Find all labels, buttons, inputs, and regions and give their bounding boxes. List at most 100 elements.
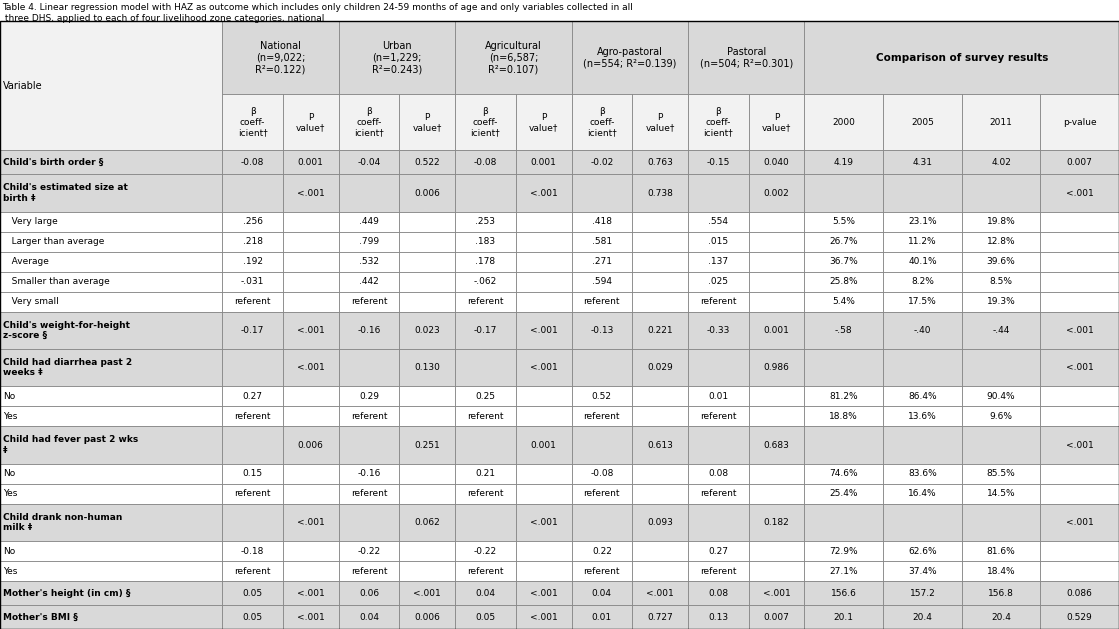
Bar — [516, 484, 572, 504]
Bar — [455, 174, 516, 212]
Text: .015: .015 — [708, 237, 728, 246]
Text: -0.33: -0.33 — [706, 326, 730, 335]
Text: 85.5%: 85.5% — [987, 469, 1015, 478]
Bar — [805, 94, 883, 150]
Bar — [961, 504, 1041, 541]
Bar — [805, 272, 883, 292]
Text: referent: referent — [700, 489, 736, 498]
Bar — [399, 94, 455, 150]
Bar — [399, 252, 455, 272]
Text: 74.6%: 74.6% — [829, 469, 858, 478]
Bar — [283, 252, 339, 272]
Text: <.001: <.001 — [297, 589, 325, 598]
Bar — [283, 311, 339, 349]
Bar — [283, 605, 339, 629]
Bar — [1041, 581, 1119, 605]
Bar — [283, 484, 339, 504]
Bar — [455, 311, 516, 349]
Bar — [516, 150, 572, 174]
Bar — [455, 21, 572, 94]
Bar — [572, 292, 632, 311]
Bar — [399, 605, 455, 629]
Bar — [961, 94, 1041, 150]
Bar — [0, 272, 223, 292]
Text: <.001: <.001 — [297, 613, 325, 621]
Bar — [632, 252, 688, 272]
Bar — [339, 174, 399, 212]
Bar — [632, 541, 688, 561]
Bar — [572, 212, 632, 231]
Bar — [0, 464, 223, 484]
Bar — [455, 231, 516, 252]
Text: β
coeff-
icient†: β coeff- icient† — [354, 108, 384, 137]
Bar — [749, 581, 805, 605]
Text: 19.3%: 19.3% — [987, 297, 1015, 306]
Text: 0.001: 0.001 — [763, 326, 789, 335]
Bar — [961, 581, 1041, 605]
Bar — [883, 349, 961, 386]
Bar — [0, 212, 223, 231]
Text: Yes: Yes — [3, 412, 18, 421]
Bar — [805, 561, 883, 581]
Bar — [283, 605, 339, 629]
Bar — [805, 581, 883, 605]
Bar — [805, 252, 883, 272]
Bar — [0, 484, 223, 504]
Bar — [516, 504, 572, 541]
Bar — [283, 174, 339, 212]
Bar — [749, 504, 805, 541]
Text: 13.6%: 13.6% — [908, 412, 937, 421]
Bar — [632, 581, 688, 605]
Text: 18.8%: 18.8% — [829, 412, 858, 421]
Bar — [339, 94, 399, 150]
Bar — [0, 541, 223, 561]
Text: Child's estimated size at
birth ‡: Child's estimated size at birth ‡ — [3, 183, 128, 203]
Bar — [283, 292, 339, 311]
Text: 0.04: 0.04 — [476, 589, 496, 598]
Bar — [688, 212, 749, 231]
Bar — [688, 174, 749, 212]
Text: -0.18: -0.18 — [241, 547, 264, 555]
Text: Agricultural
(n=6,587;
R²=0.107): Agricultural (n=6,587; R²=0.107) — [485, 41, 542, 74]
Text: 0.27: 0.27 — [243, 392, 263, 401]
Bar — [883, 561, 961, 581]
Text: Child had diarrhea past 2
weeks ‡: Child had diarrhea past 2 weeks ‡ — [3, 358, 132, 377]
Bar — [1041, 311, 1119, 349]
Bar — [399, 94, 455, 150]
Bar — [455, 581, 516, 605]
Bar — [455, 94, 516, 150]
Bar — [572, 464, 632, 484]
Bar — [399, 231, 455, 252]
Bar — [961, 605, 1041, 629]
Bar — [883, 292, 961, 311]
Bar — [632, 212, 688, 231]
Bar — [572, 581, 632, 605]
Bar — [1041, 212, 1119, 231]
Bar — [961, 272, 1041, 292]
Bar — [1041, 561, 1119, 581]
Bar — [283, 541, 339, 561]
Text: 0.529: 0.529 — [1066, 613, 1092, 621]
Bar — [961, 426, 1041, 464]
Bar — [0, 292, 223, 311]
Text: No: No — [3, 469, 16, 478]
Text: 20.4: 20.4 — [912, 613, 932, 621]
Text: 86.4%: 86.4% — [909, 392, 937, 401]
Bar — [805, 21, 1119, 94]
Text: 40.1%: 40.1% — [909, 257, 937, 266]
Text: 9.6%: 9.6% — [989, 412, 1013, 421]
Text: 0.001: 0.001 — [530, 158, 556, 167]
Bar — [223, 581, 283, 605]
Bar — [961, 292, 1041, 311]
Text: -0.13: -0.13 — [590, 326, 613, 335]
Text: 0.221: 0.221 — [647, 326, 673, 335]
Text: 157.2: 157.2 — [910, 589, 935, 598]
Bar — [339, 541, 399, 561]
Bar — [688, 311, 749, 349]
Text: Very large: Very large — [3, 217, 58, 226]
Bar — [455, 464, 516, 484]
Text: <.001: <.001 — [413, 589, 441, 598]
Text: 27.1%: 27.1% — [829, 567, 858, 576]
Text: .218: .218 — [243, 237, 263, 246]
Text: <.001: <.001 — [297, 363, 325, 372]
